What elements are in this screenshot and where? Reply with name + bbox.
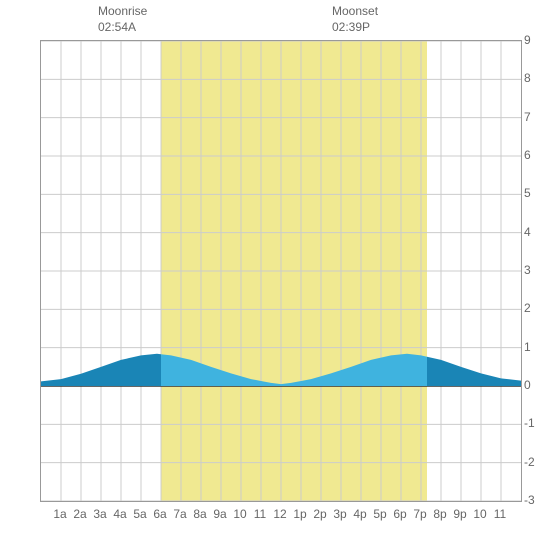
y-tick-label: 2 xyxy=(524,301,542,315)
x-tick-label: 2a xyxy=(73,507,86,521)
header-time: 02:54A xyxy=(98,20,147,36)
x-tick-label: 11 xyxy=(254,507,266,521)
plot-area xyxy=(40,40,522,502)
x-tick-label: 8a xyxy=(193,507,206,521)
x-tick-label: 5p xyxy=(373,507,386,521)
x-tick-label: 10 xyxy=(233,507,246,521)
x-tick-label: 3a xyxy=(93,507,106,521)
x-tick-label: 9p xyxy=(453,507,466,521)
x-axis: 1a 2a 3a 4a 5a 6a 7a 8a 9a 10 11 12 1p 2p 3p 4p 5p 6p 7p 8p… xyxy=(40,505,520,525)
y-tick-label: 3 xyxy=(524,263,542,277)
x-tick-label: 12 xyxy=(273,507,286,521)
y-tick-label: 0 xyxy=(524,378,542,392)
moonset-label: Moonset02:39P xyxy=(332,4,378,35)
x-tick-label: 6p xyxy=(393,507,406,521)
moonrise-label: Moonrise02:54A xyxy=(98,4,147,35)
y-axis: -3-2-10123456789 xyxy=(520,40,550,500)
y-tick-label: 8 xyxy=(524,71,542,85)
x-tick-label: 4a xyxy=(113,507,126,521)
y-tick-label: 9 xyxy=(524,33,542,47)
header-title: Moonset xyxy=(332,4,378,20)
x-tick-label: 1a xyxy=(53,507,66,521)
y-tick-label: 1 xyxy=(524,340,542,354)
x-tick-label: 5a xyxy=(133,507,146,521)
x-tick-label: 9a xyxy=(213,507,226,521)
y-tick-label: -2 xyxy=(524,455,542,469)
header-title: Moonrise xyxy=(98,4,147,20)
x-tick-label: 1p xyxy=(293,507,306,521)
x-tick-label: 8p xyxy=(433,507,446,521)
y-tick-label: 6 xyxy=(524,148,542,162)
y-tick-label: 7 xyxy=(524,110,542,124)
y-tick-label: 4 xyxy=(524,225,542,239)
x-tick-label: 4p xyxy=(353,507,366,521)
x-tick-label: 3p xyxy=(333,507,346,521)
x-tick-label: 2p xyxy=(313,507,326,521)
y-tick-label: 5 xyxy=(524,186,542,200)
header-time: 02:39P xyxy=(332,20,378,36)
x-tick-label: 11 xyxy=(494,507,506,521)
x-tick-label: 7a xyxy=(173,507,186,521)
y-tick-label: -3 xyxy=(524,493,542,507)
plot-svg xyxy=(41,41,521,501)
y-tick-label: -1 xyxy=(524,416,542,430)
x-tick-label: 10 xyxy=(473,507,486,521)
x-tick-label: 7p xyxy=(413,507,426,521)
tide-chart: -3-2-10123456789 1a2a3a4a5a6a7a8a9a10111… xyxy=(0,0,550,550)
x-tick-label: 6a xyxy=(153,507,166,521)
